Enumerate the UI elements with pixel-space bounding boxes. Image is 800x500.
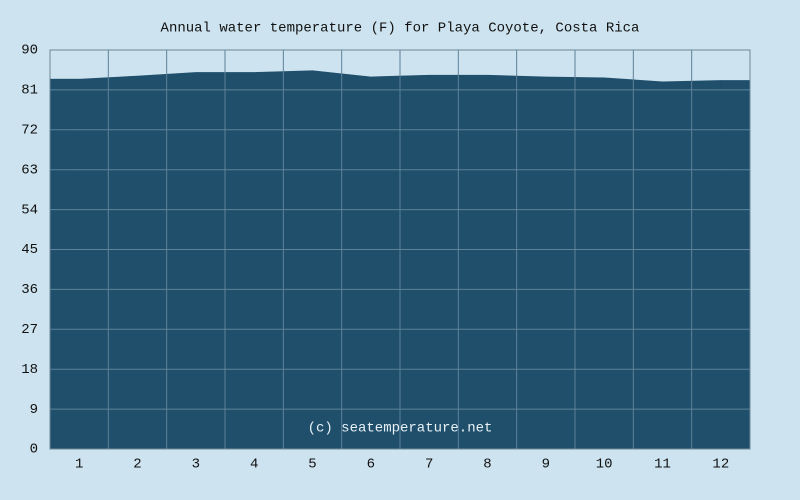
- y-tick-label: 63: [21, 162, 38, 178]
- y-tick-label: 54: [21, 202, 38, 218]
- x-tick-label: 8: [483, 457, 491, 473]
- x-tick-label: 1: [75, 457, 83, 473]
- x-tick-label: 10: [596, 457, 613, 473]
- y-tick-label: 18: [21, 362, 38, 378]
- chart-title: Annual water temperature (F) for Playa C…: [161, 21, 640, 37]
- x-tick-label: 5: [308, 457, 316, 473]
- x-tick-label: 12: [712, 457, 729, 473]
- y-tick-label: 72: [21, 123, 38, 139]
- area-edge: [720, 80, 750, 449]
- y-tick-label: 81: [21, 83, 38, 99]
- x-tick-label: 7: [425, 457, 433, 473]
- y-tick-label: 9: [30, 402, 38, 418]
- y-tick-label: 90: [21, 43, 38, 59]
- x-tick-label: 4: [250, 457, 258, 473]
- watermark: (c) seatemperature.net: [308, 421, 493, 437]
- y-tick-label: 0: [30, 442, 38, 458]
- x-tick-label: 3: [192, 457, 200, 473]
- x-tick-label: 9: [542, 457, 550, 473]
- x-tick-label: 2: [133, 457, 141, 473]
- y-tick-label: 27: [21, 322, 38, 338]
- x-tick-label: 6: [367, 457, 375, 473]
- area-edge: [50, 78, 80, 450]
- y-tick-label: 45: [21, 242, 38, 258]
- plot-border: [49, 49, 751, 450]
- x-tick-label: 11: [654, 457, 671, 473]
- y-tick-label: 36: [21, 282, 38, 298]
